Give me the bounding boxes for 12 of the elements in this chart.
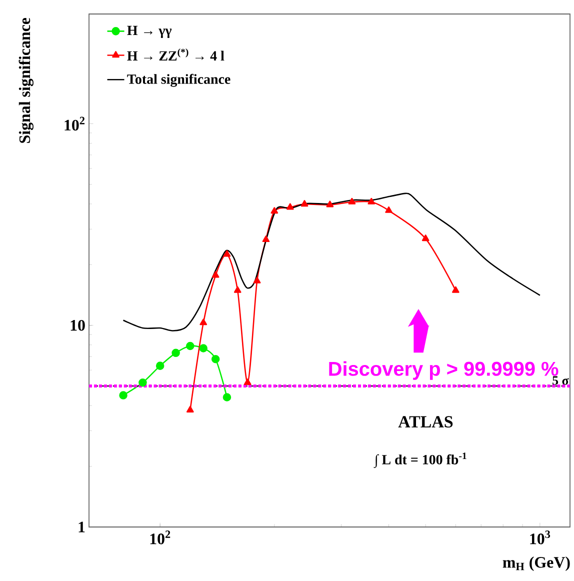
- y-tick-label: 1: [78, 522, 85, 532]
- y-tick-label: 10$^{2}$: [64, 116, 85, 131]
- x-tick-label: 10$^{3}$: [530, 530, 550, 544]
- x-axis-title: m$_{H}$ (GeV): [502, 556, 570, 571]
- y-tick-label: 10: [70, 320, 85, 331]
- legend-label: Total significance: [127, 74, 230, 87]
- annotation: ∫ L dt = 100 fb$^{-1}$: [374, 452, 466, 468]
- legend-label: H → ZZ$^{(*)}$ → 4 l: [127, 48, 224, 60]
- ref-line-label: 5 σ: [552, 376, 569, 385]
- y-axis-title: Signal significance: [18, 18, 34, 143]
- annotation: ATLAS: [398, 416, 453, 428]
- legend-label: H → γγ: [127, 26, 172, 38]
